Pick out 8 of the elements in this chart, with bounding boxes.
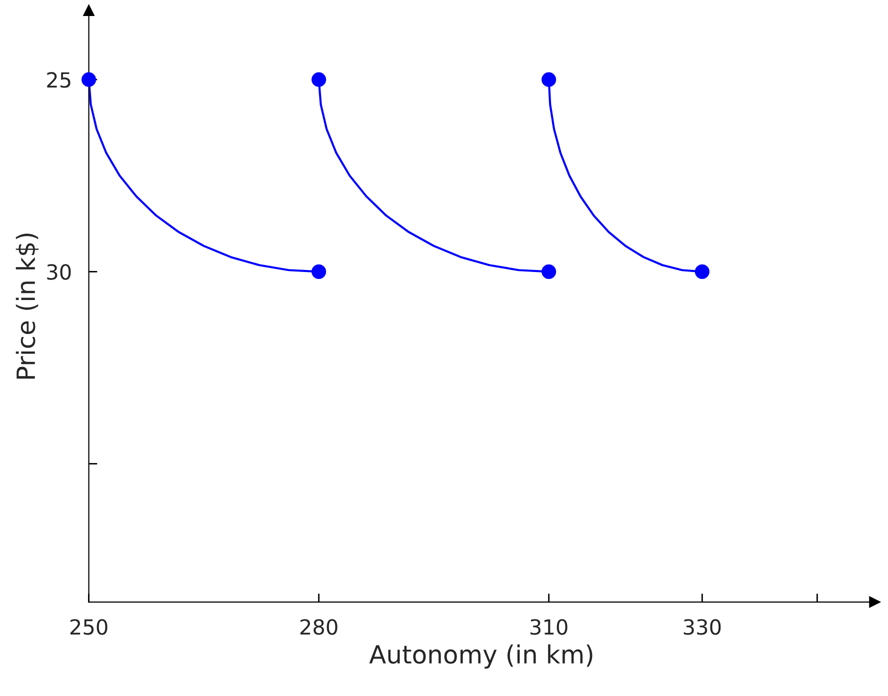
y-tick-label: 25 — [47, 72, 70, 88]
x-tick-label: 330 — [684, 619, 721, 635]
x-axis-title: Autonomy (in km) — [369, 644, 592, 669]
x-tick-label: 250 — [70, 619, 108, 635]
x-tick-label: 280 — [300, 619, 338, 635]
y-tick-label: 30 — [47, 264, 71, 280]
y-axis-title: Price (in k$) — [16, 234, 39, 379]
x-tick-label: 310 — [530, 619, 568, 635]
